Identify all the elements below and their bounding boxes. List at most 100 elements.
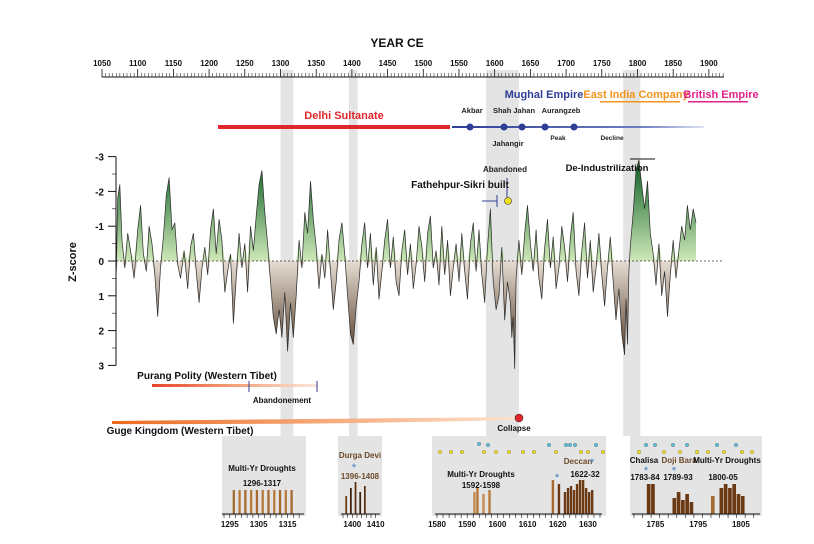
proxy-dot bbox=[706, 450, 710, 454]
inset-axis-label: 1410 bbox=[367, 520, 385, 529]
drought-bar bbox=[551, 480, 555, 514]
inset-4-range-3: 1800-05 bbox=[708, 473, 738, 482]
proxy-dot bbox=[653, 443, 657, 447]
inset-4-title-3: Multi-Yr Droughts bbox=[693, 456, 761, 465]
british-bar bbox=[688, 101, 748, 103]
proxy-dot bbox=[507, 450, 511, 454]
y-axis-label-tick: -1 bbox=[95, 222, 104, 233]
drought-bar bbox=[581, 480, 585, 514]
proxy-dot bbox=[685, 443, 689, 447]
inset-3-dots bbox=[438, 442, 605, 454]
drought-bar bbox=[651, 484, 655, 514]
drought-bar bbox=[719, 488, 724, 514]
top-axis-label: 1450 bbox=[379, 59, 397, 68]
inset-axis-label: 1590 bbox=[458, 520, 476, 529]
aurangzeb-label: Aurangzeb bbox=[542, 106, 581, 115]
drought-bar bbox=[563, 492, 567, 514]
highlight-band-2 bbox=[349, 70, 358, 436]
drought-bar bbox=[557, 484, 561, 514]
empire-timeline: Delhi Sultanate Mughal Empire East India… bbox=[218, 89, 759, 148]
eic-bar bbox=[600, 101, 680, 103]
drought-bar bbox=[273, 490, 276, 514]
y-axis: -3 -2 -1 0 1 2 3 bbox=[95, 153, 117, 372]
top-axis-label: 1200 bbox=[200, 59, 218, 68]
drought-bar bbox=[473, 492, 476, 514]
drought-bar bbox=[476, 488, 479, 514]
drought-bar bbox=[584, 488, 588, 514]
inset-3-range2: 1622-32 bbox=[570, 470, 600, 479]
inset-axis-label: 1295 bbox=[221, 520, 239, 529]
guge-bar bbox=[112, 417, 517, 425]
peak-label: Peak bbox=[550, 135, 566, 142]
top-axis-label: 1500 bbox=[414, 59, 432, 68]
inset-3-axis: 1580 1590 1600 1610 1620 1630 bbox=[428, 513, 602, 529]
proxy-dot bbox=[671, 443, 675, 447]
top-axis-label: 1850 bbox=[664, 59, 682, 68]
shahjahan-label: Shah Jahan bbox=[493, 106, 536, 115]
purang-label: Purang Polity (Western Tibet) bbox=[137, 371, 277, 382]
drought-bar bbox=[736, 494, 741, 514]
inset-4-axis: 1785 1795 1805 bbox=[632, 513, 760, 529]
drought-insets: Multi-Yr Droughts 1296-1317 1295 1305 1315… bbox=[221, 436, 762, 529]
inset-4-title-2: Doji Bara bbox=[661, 456, 697, 465]
drought-bar bbox=[359, 492, 362, 514]
inset-4-range-2: 1789-93 bbox=[663, 473, 693, 482]
top-year-axis: 1050 1100 1150 1200 1250 1300 1350 1400 1450 1500… bbox=[93, 59, 724, 78]
inset-4-range-1: 1783-84 bbox=[630, 473, 660, 482]
z-score-series-line bbox=[115, 160, 697, 369]
inset-2-range: 1396-1408 bbox=[341, 472, 380, 481]
inset-4-star-2: * bbox=[672, 465, 677, 477]
proxy-dot bbox=[637, 450, 641, 454]
proxy-dot bbox=[740, 450, 744, 454]
drought-bar bbox=[354, 482, 357, 514]
proxy-dot bbox=[449, 450, 453, 454]
drought-bar bbox=[267, 490, 270, 514]
highlight-band-1 bbox=[280, 70, 294, 436]
inset-2-bars bbox=[345, 482, 366, 514]
proxy-dot bbox=[715, 443, 719, 447]
inset-axis-label: 1600 bbox=[488, 520, 506, 529]
proxy-dot bbox=[750, 450, 754, 454]
drought-bar bbox=[250, 490, 253, 514]
inset-3-deccan: Deccan bbox=[564, 457, 593, 466]
proxy-dot bbox=[573, 443, 577, 447]
drought-bar bbox=[710, 496, 715, 514]
drought-bar bbox=[244, 490, 247, 514]
drought-bar bbox=[482, 494, 485, 514]
drought-bar bbox=[566, 488, 570, 514]
top-axis-label: 1550 bbox=[450, 59, 468, 68]
drought-bar bbox=[689, 502, 694, 514]
drought-bar bbox=[575, 484, 579, 514]
inset-3-range: 1592-1598 bbox=[462, 481, 501, 490]
fathehpur-bracket bbox=[482, 195, 498, 207]
proxy-dot bbox=[734, 443, 738, 447]
collapse-label: Collapse bbox=[497, 424, 531, 433]
top-axis-label: 1050 bbox=[93, 59, 111, 68]
inset-3-title: Multi-Yr Droughts bbox=[447, 470, 515, 479]
drought-bar bbox=[290, 490, 293, 514]
delhi-sultanate-bar bbox=[218, 125, 450, 129]
inset-axis-label: 1620 bbox=[549, 520, 567, 529]
top-axis-label: 1800 bbox=[629, 59, 647, 68]
inset-3-star: * bbox=[555, 472, 560, 484]
top-axis-label: 1900 bbox=[700, 59, 718, 68]
mughal-bar bbox=[452, 126, 704, 128]
akbar-label: Akbar bbox=[461, 106, 482, 115]
drought-bar bbox=[681, 500, 685, 514]
proxy-dot bbox=[532, 450, 536, 454]
abandonement-label: Abandonement bbox=[253, 396, 312, 405]
proxy-dot bbox=[438, 450, 442, 454]
proxy-dot bbox=[662, 450, 666, 454]
top-axis-label: 1600 bbox=[486, 59, 504, 68]
deindustrialization-label: De-Industrilization bbox=[566, 163, 649, 174]
inset-1-bars bbox=[232, 490, 293, 514]
drought-bar bbox=[587, 492, 591, 514]
drought-bar bbox=[350, 488, 352, 514]
top-axis-label: 1350 bbox=[307, 59, 325, 68]
inset-4-bars bbox=[646, 484, 745, 514]
y-axis-label: Z-score bbox=[67, 242, 79, 282]
eic-label: East India Company bbox=[583, 89, 689, 101]
proxy-dot bbox=[722, 450, 726, 454]
proxy-dot bbox=[521, 450, 525, 454]
